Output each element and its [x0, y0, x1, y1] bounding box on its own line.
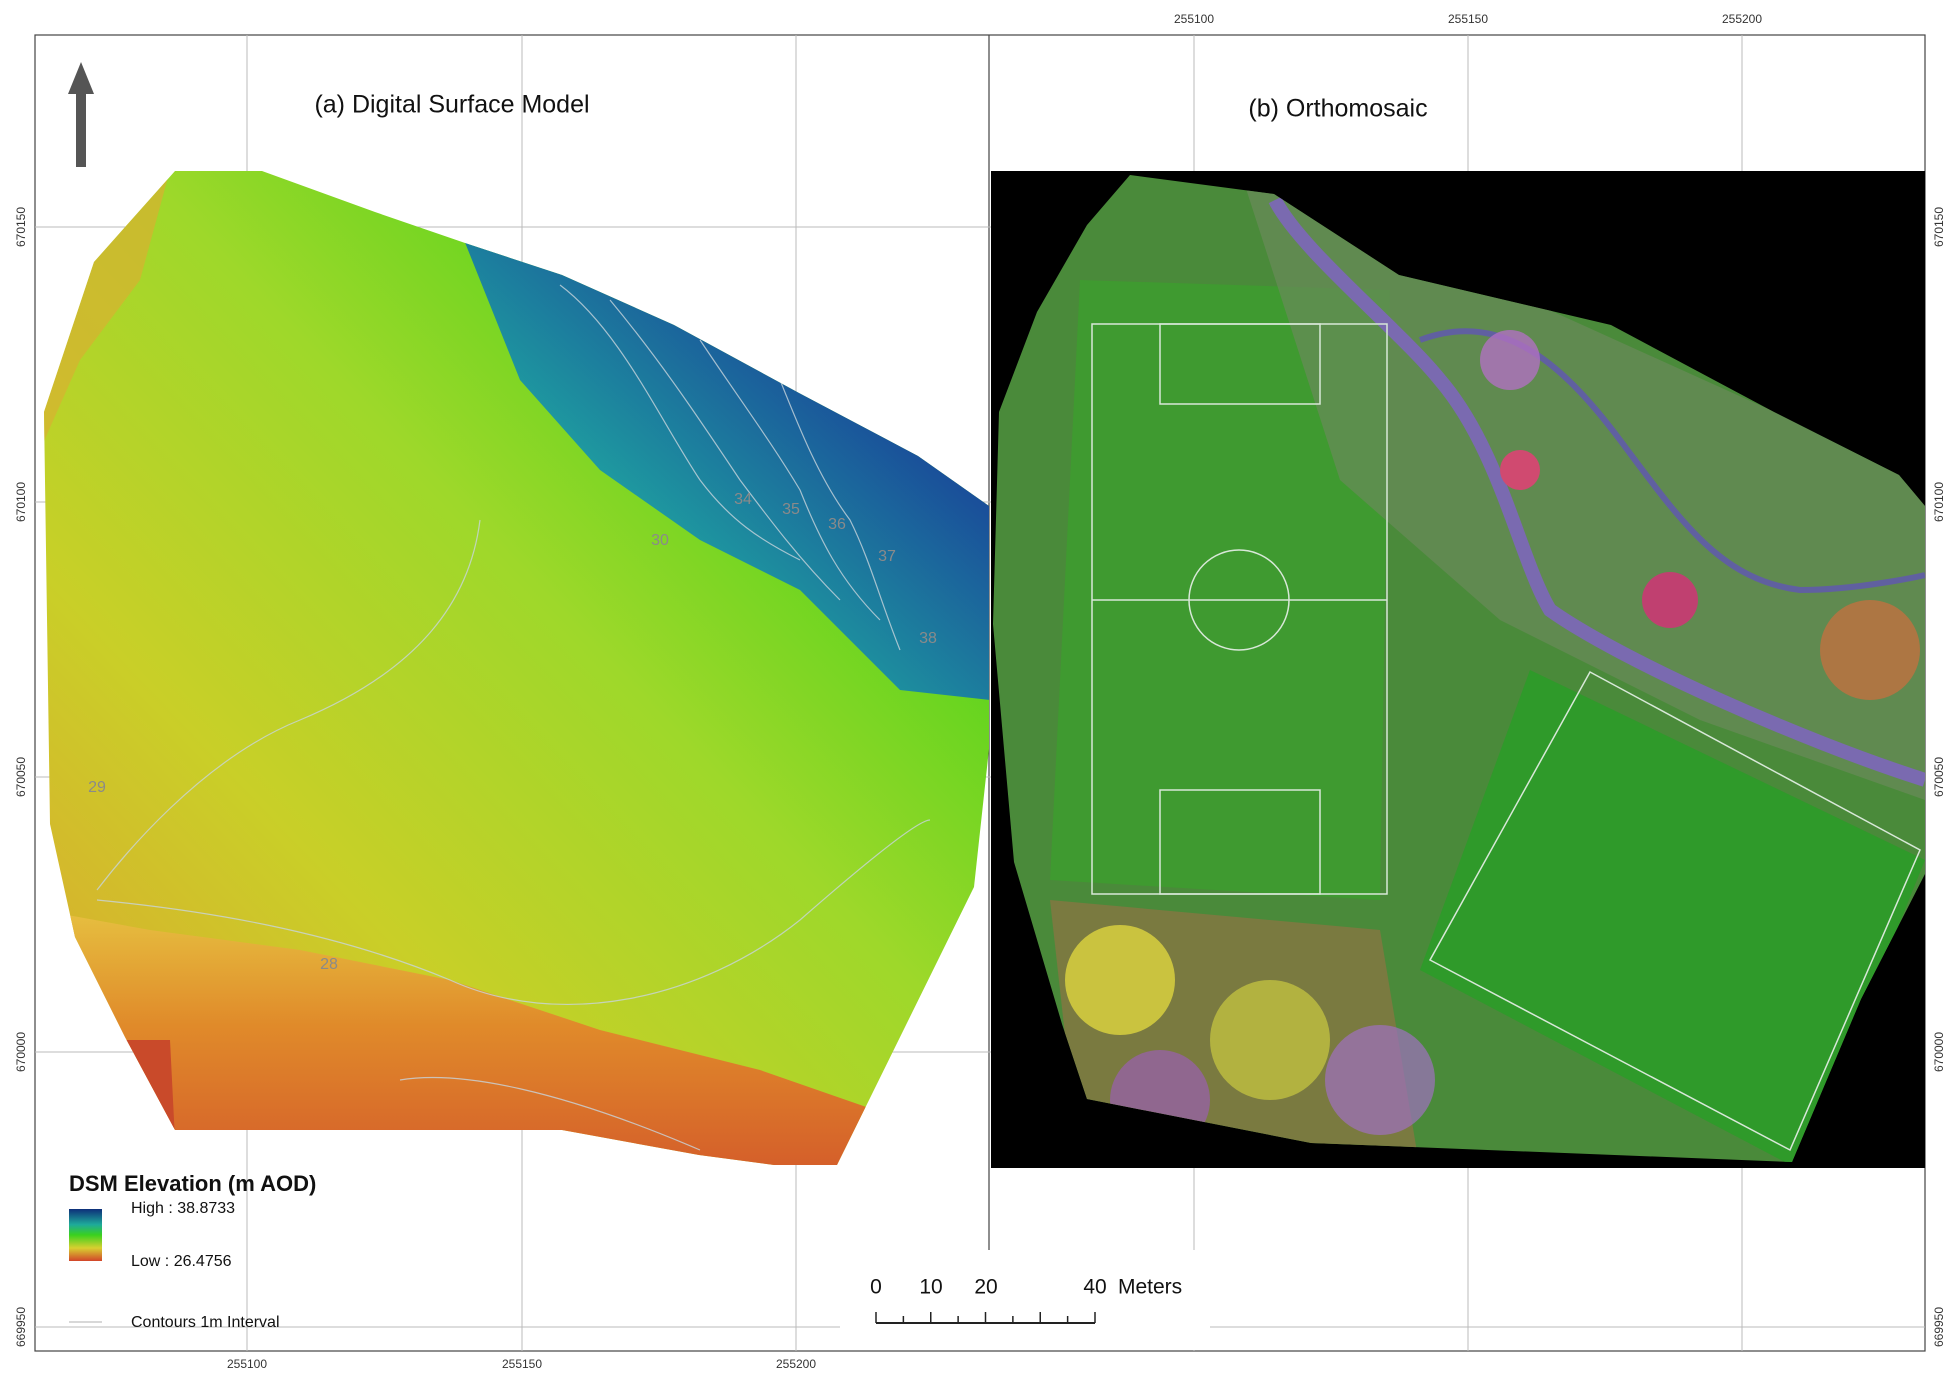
x-coord-label: 255150 — [502, 1357, 542, 1371]
panel-title: (a) Digital Surface Model — [314, 91, 589, 119]
legend-contours: Contours 1m Interval — [131, 1314, 280, 1331]
scale-label: 10 — [919, 1276, 942, 1299]
y-coord-label: 670000 — [14, 1032, 28, 1072]
scale-unit: Meters — [1118, 1276, 1182, 1299]
color-ramp — [69, 1209, 102, 1261]
contour-label: 36 — [828, 516, 846, 533]
contour-labels: 29 28 30 34 35 36 37 38 — [88, 491, 937, 973]
legend-low: Low : 26.4756 — [131, 1253, 232, 1270]
panel-title: (b) Orthomosaic — [1248, 95, 1427, 123]
contour-label: 37 — [878, 548, 896, 565]
y-coord-label: 670050 — [1932, 757, 1946, 797]
dsm-raster — [44, 171, 989, 1165]
contour-label: 28 — [320, 956, 338, 973]
legend: DSM Elevation (m AOD) High : 38.8733 Low… — [69, 1171, 316, 1331]
y-coord-label: 669950 — [1932, 1307, 1946, 1347]
y-coord-label: 670000 — [1932, 1032, 1946, 1072]
x-coord-label: 255200 — [1722, 12, 1762, 26]
scale-label: 40 — [1083, 1276, 1106, 1299]
y-coord-label: 670050 — [14, 757, 28, 797]
contours — [96, 284, 931, 1151]
x-coord-label: 255200 — [776, 1357, 816, 1371]
north-arrow — [68, 62, 94, 167]
contour-label: 29 — [88, 779, 106, 796]
scale-label: 0 — [870, 1276, 882, 1299]
scale-bar: Meters 0 10 20 40 — [840, 1250, 1210, 1350]
contour-label: 38 — [919, 630, 937, 647]
x-coord-label: 255100 — [227, 1357, 267, 1371]
y-coord-label: 669950 — [14, 1307, 28, 1347]
scale-label: 20 — [974, 1276, 997, 1299]
contour-label: 30 — [651, 532, 669, 549]
y-coord-label: 670150 — [14, 207, 28, 247]
y-coord-label: 670100 — [1932, 482, 1946, 522]
x-coord-label: 255100 — [1174, 12, 1214, 26]
y-coord-label: 670150 — [1932, 207, 1946, 247]
legend-title: DSM Elevation (m AOD) — [69, 1171, 316, 1196]
contour-label: 34 — [734, 491, 752, 508]
y-coord-label: 670100 — [14, 482, 28, 522]
contour-label: 35 — [782, 501, 800, 518]
x-coord-label: 255150 — [1448, 12, 1488, 26]
legend-high: High : 38.8733 — [131, 1200, 235, 1217]
